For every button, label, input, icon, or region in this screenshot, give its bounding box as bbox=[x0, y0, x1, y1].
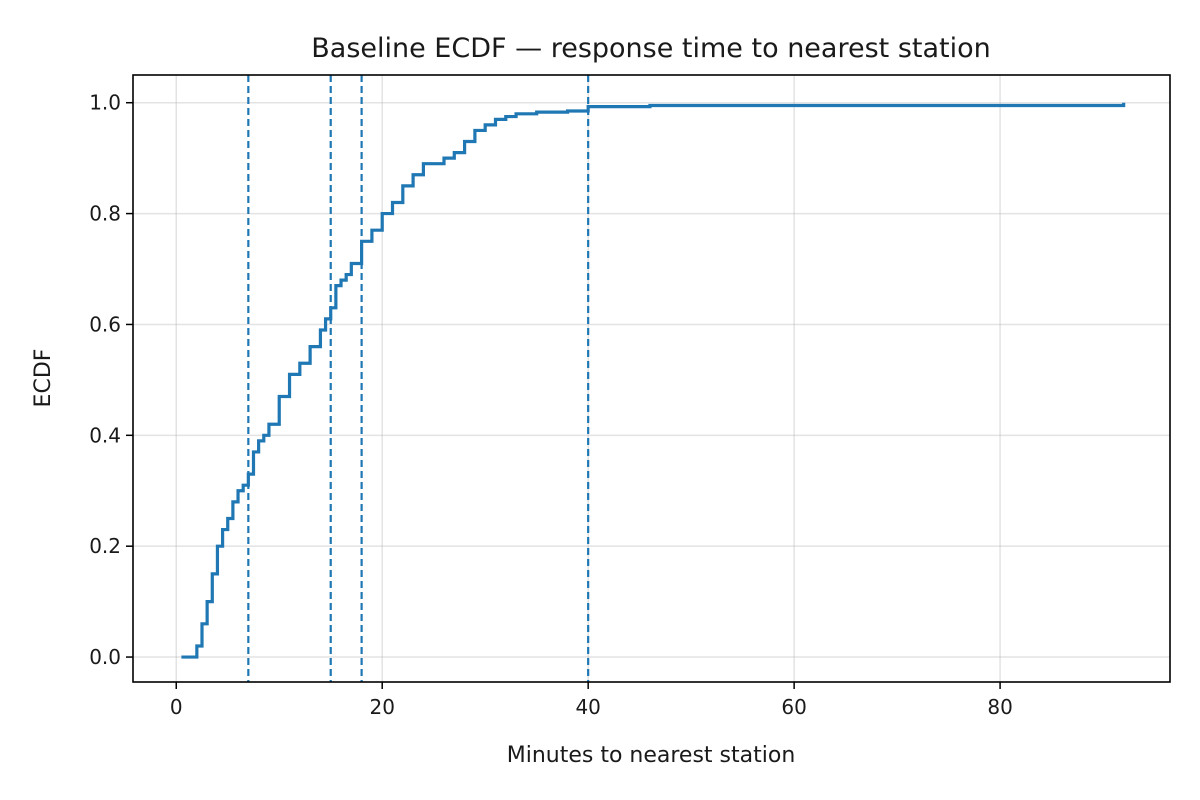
y-axis-ticks: 0.0 0.2 0.4 0.6 0.8 1.0 bbox=[89, 91, 133, 669]
x-tick-label: 20 bbox=[369, 695, 394, 719]
x-tick-label: 80 bbox=[987, 695, 1012, 719]
reference-lines bbox=[247, 75, 590, 682]
y-tick-label: 1.0 bbox=[89, 91, 121, 115]
series-layer bbox=[181, 102, 1126, 659]
y-tick-label: 0.0 bbox=[89, 645, 121, 669]
x-tick-label: 60 bbox=[781, 695, 806, 719]
x-axis-label: Minutes to nearest station bbox=[507, 743, 796, 768]
y-axis-label: ECDF bbox=[31, 349, 56, 408]
chart-title: Baseline ECDF — response time to nearest… bbox=[311, 33, 990, 64]
plot-frame bbox=[132, 74, 1171, 683]
ecdf-series-line bbox=[181, 102, 1126, 659]
y-tick-label: 0.8 bbox=[89, 202, 121, 226]
y-tick-label: 0.2 bbox=[89, 534, 121, 558]
y-tick-label: 0.6 bbox=[89, 312, 121, 336]
x-tick-label: 0 bbox=[170, 695, 183, 719]
y-tick-label: 0.4 bbox=[89, 423, 121, 447]
x-axis-ticks: 0 20 40 60 80 bbox=[170, 682, 1013, 719]
x-tick-label: 40 bbox=[575, 695, 600, 719]
